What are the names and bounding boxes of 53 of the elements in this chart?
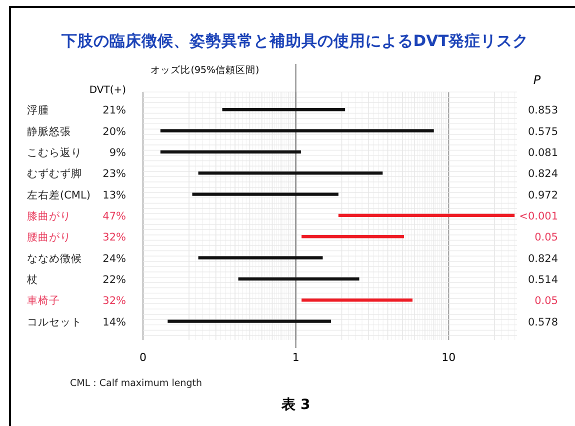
text: 32%: [102, 295, 126, 308]
text: CML : Calf maximum length: [70, 378, 202, 389]
text: 9%: [109, 146, 126, 159]
bar: [168, 320, 332, 323]
y-tick-label: 浮腫: [27, 104, 49, 117]
bar: [338, 214, 515, 218]
text: 20%: [102, 126, 126, 138]
y-tick-label: こむら返り: [27, 146, 82, 159]
text: 0.05: [534, 232, 558, 244]
y-axis-title: DVT(+): [89, 85, 126, 96]
text: 0.578: [528, 316, 558, 328]
x-tick-label: 10: [442, 351, 456, 364]
y-tick-label: 膝曲がり: [27, 209, 71, 222]
bar: [222, 108, 346, 112]
y2-axis-title: P: [533, 73, 542, 87]
text: 23%: [102, 168, 126, 180]
text: 13%: [102, 189, 126, 202]
y-tick-label: 車椅子: [27, 294, 60, 308]
bar: [198, 171, 383, 175]
text: 0.514: [528, 274, 558, 286]
text: 0.824: [528, 168, 558, 180]
text: 21%: [102, 104, 126, 117]
text: 0.824: [528, 252, 558, 265]
bar: [192, 192, 338, 196]
bar: [160, 150, 301, 154]
bar: [302, 298, 413, 302]
text: 32%: [102, 232, 126, 244]
y-tick-label: コルセット: [27, 316, 82, 328]
text: 0.081: [528, 146, 558, 159]
text: <0.001: [519, 210, 558, 222]
bar: [238, 277, 360, 281]
y-tick-label: むずむず脚: [27, 167, 82, 180]
y-tick-label: 腰曲がり: [27, 230, 71, 244]
text: 24%: [102, 252, 126, 265]
chart-title: 下肢の臨床徴候、姿勢異常と補助具の使用によるDVT発症リスク: [60, 32, 529, 50]
y-tick-label: 左右差(CML): [27, 189, 90, 202]
text: 47%: [102, 210, 126, 222]
x-tick-label: 1: [292, 351, 300, 364]
text: 0.05: [534, 295, 558, 308]
text: 0.972: [528, 189, 558, 202]
text: 22%: [102, 274, 126, 286]
text: 14%: [102, 316, 126, 328]
bar: [302, 235, 404, 238]
text: 0.853: [528, 104, 558, 117]
y-tick-label: 杖: [26, 272, 38, 286]
bar: [160, 129, 434, 132]
x-tick-label: 0: [140, 351, 146, 364]
y-tick-label: ななめ徴候: [27, 252, 82, 265]
bar: [198, 256, 323, 260]
text: 0.575: [528, 126, 558, 138]
text: 表 3: [280, 397, 310, 413]
x-axis-title: オッズ比(95%信頼区間): [150, 64, 260, 76]
y-tick-label: 静脈怒張: [27, 124, 71, 138]
